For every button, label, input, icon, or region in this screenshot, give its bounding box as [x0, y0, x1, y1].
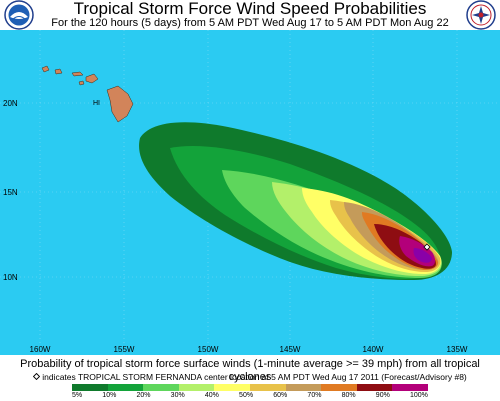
legend-label: 20%: [136, 392, 151, 399]
legend-swatch: [392, 384, 428, 391]
legend-swatch: [72, 384, 108, 391]
legend-swatch: [356, 384, 393, 391]
lon-label-145w: 145W: [280, 345, 301, 354]
legend-swatch: [107, 384, 144, 391]
nws-logo: [466, 0, 496, 30]
legend-swatch: [143, 384, 179, 391]
noaa-logo: [4, 0, 34, 30]
map-canvas: HI 20N 15N 10N 160W 155: [0, 30, 500, 355]
page-title: Tropical Storm Force Wind Speed Probabil…: [73, 0, 427, 18]
lon-label-140w: 140W: [363, 345, 384, 354]
legend-label: 30%: [170, 392, 185, 399]
probability-contours: [139, 122, 452, 280]
legend-swatch: [214, 384, 250, 391]
page-subtitle: For the 120 hours (5 days) from 5 AM PDT…: [51, 17, 449, 29]
diamond-marker-icon: [33, 372, 41, 383]
footer-storm-note-text: indicates TROPICAL STORM FERNANDA center…: [42, 372, 467, 382]
lon-label-155w: 155W: [114, 345, 135, 354]
island-big-island: [106, 85, 134, 123]
lon-label-150w: 150W: [198, 345, 219, 354]
lat-label-15n: 15N: [3, 188, 18, 197]
legend-label: 70%: [307, 392, 322, 399]
legend-label: 50%: [239, 392, 254, 399]
lon-label-160w: 160W: [30, 345, 51, 354]
legend-labels: 5% 10% 20% 30% 40% 50% 60% 70% 80% 90% 100%: [72, 391, 428, 401]
legend-label: 60%: [273, 392, 288, 399]
storm-center-marker: [423, 243, 431, 251]
legend-swatch: [249, 384, 286, 391]
hawaiian-islands: HI: [41, 65, 134, 123]
legend-swatch: [285, 384, 322, 391]
legend-label: 40%: [204, 392, 219, 399]
probability-map: HI 20N 15N 10N 160W 155: [0, 30, 500, 355]
footer-storm-note: indicates TROPICAL STORM FERNANDA center…: [0, 372, 500, 383]
legend-label: 80%: [341, 392, 356, 399]
contour-100-percent: [413, 248, 432, 263]
legend-label: 5%: [72, 392, 83, 399]
island-kauai: [41, 65, 50, 73]
legend-label: 100%: [409, 392, 428, 399]
island-label: HI: [93, 100, 100, 107]
lon-label-135w: 135W: [447, 345, 468, 354]
island-lanai: [78, 80, 85, 86]
legend-label: 90%: [375, 392, 390, 399]
longitude-labels: 160W 155W 150W 145W 140W 135W: [30, 345, 468, 354]
island-maui: [85, 73, 99, 84]
legend-swatch: [321, 384, 357, 391]
latitude-labels: 20N 15N 10N: [3, 99, 18, 282]
legend-swatch: [178, 384, 215, 391]
lat-label-10n: 10N: [3, 273, 18, 282]
header: Tropical Storm Force Wind Speed Probabil…: [0, 0, 500, 30]
lat-label-20n: 20N: [3, 99, 18, 108]
island-molokai: [71, 71, 84, 77]
legend-label: 10%: [102, 392, 117, 399]
probability-legend: 5% 10% 20% 30% 40% 50% 60% 70% 80% 90% 100%: [72, 384, 428, 400]
footer-description: Probability of tropical storm force surf…: [20, 358, 480, 383]
island-oahu: [54, 68, 63, 75]
legend-color-bar: [72, 384, 428, 391]
